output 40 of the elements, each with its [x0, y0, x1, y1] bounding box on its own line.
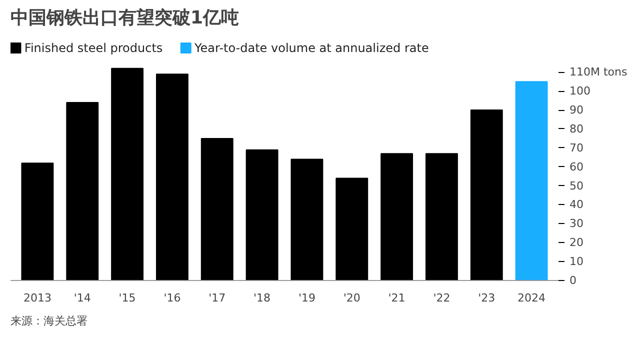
y-tick-label: 70 — [570, 141, 584, 154]
x-tick-label: '23 — [478, 292, 496, 304]
y-tick-label: 110M tons — [570, 66, 628, 79]
y-tick-label: 80 — [570, 122, 584, 136]
legend-label: Year-to-date volume at annualized rate — [194, 41, 429, 55]
y-tick-label: 40 — [570, 198, 584, 212]
x-tick-label: '22 — [433, 292, 450, 304]
x-tick-label: '15 — [118, 292, 136, 304]
x-tick-label: '20 — [343, 292, 360, 304]
y-tick-label: 100 — [570, 84, 590, 98]
bar — [246, 149, 278, 280]
bar — [21, 162, 54, 280]
x-tick-label: '16 — [164, 292, 181, 304]
y-tick-label: 20 — [570, 236, 584, 250]
bar — [156, 74, 188, 280]
y-tick-label: 0 — [570, 274, 576, 287]
bar — [515, 81, 548, 280]
x-tick-label: '17 — [208, 292, 226, 304]
y-tick-label: 50 — [570, 179, 584, 192]
bar — [111, 68, 144, 280]
x-tick-label: '19 — [298, 292, 316, 304]
x-tick-label: '18 — [254, 292, 271, 304]
x-tick-label: 2013 — [23, 292, 52, 304]
x-tick-label: 2024 — [518, 292, 546, 304]
legend-label: Finished steel products — [24, 41, 163, 55]
y-tick-label: 60 — [570, 160, 584, 174]
bar — [290, 158, 324, 280]
bar — [425, 153, 458, 280]
x-tick-label: '14 — [74, 292, 91, 304]
bar — [66, 102, 99, 280]
x-tick-label: '21 — [388, 292, 406, 304]
source-note: 来源：海关总署 — [10, 314, 88, 328]
bar — [380, 153, 414, 280]
y-tick-label: 30 — [570, 217, 584, 230]
bar — [336, 178, 368, 280]
bar — [470, 110, 503, 280]
y-tick-label: 90 — [570, 104, 584, 117]
chart-title: 中国钢铁出口有望突破1亿吨 — [10, 8, 240, 28]
y-tick-label: 10 — [570, 255, 584, 268]
bar — [200, 138, 234, 280]
